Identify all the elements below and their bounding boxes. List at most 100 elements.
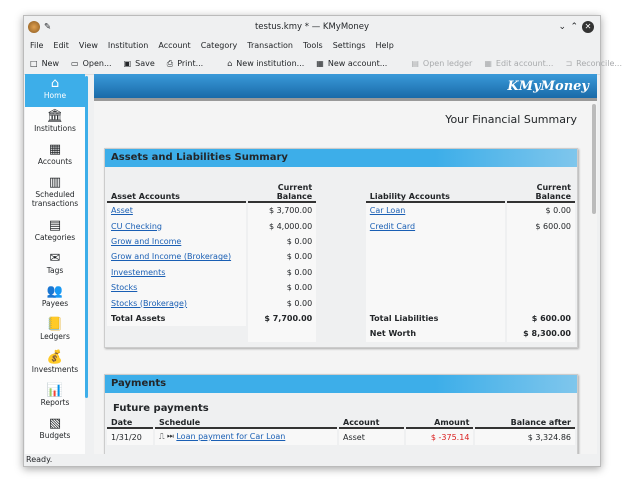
maximize-button[interactable]: ⌃ — [570, 22, 578, 32]
payment-row: 1/31/20 ⎍ ⏭ Loan payment for Car Loan As… — [107, 429, 575, 445]
open-ledger-button[interactable]: ▤ Open ledger — [411, 59, 472, 68]
save-icon: ▣ — [123, 59, 132, 68]
liability-balance-header: Current Balance — [506, 179, 575, 203]
open-button[interactable]: ▭ Open... — [71, 59, 112, 68]
toolbar-label: Print... — [177, 59, 204, 68]
accounts-icon: ▦ — [48, 142, 62, 157]
summary-title: Assets and Liabilities Summary — [105, 149, 577, 167]
sidebar-item-institutions[interactable]: 🏛 Institutions — [25, 107, 85, 140]
menu-tools[interactable]: Tools — [303, 41, 323, 50]
sidebar-item-label: Reports — [40, 398, 70, 407]
total-assets: $ 7,700.00 — [247, 310, 317, 327]
sidebar-item-label: Institutions — [34, 124, 76, 133]
sidebar-item-categories[interactable]: ▤ Categories — [25, 216, 85, 249]
new-account-button[interactable]: ▦ New account... — [316, 59, 387, 68]
close-button[interactable]: ✕ — [582, 21, 594, 33]
liability-balance: $ 600.00 — [506, 218, 575, 234]
liability-account-link[interactable]: Credit Card — [369, 221, 416, 231]
sidebar-item-accounts[interactable]: ▦ Accounts — [25, 140, 85, 173]
menu-account[interactable]: Account — [158, 41, 191, 50]
app-icon — [28, 21, 40, 33]
pin-icon[interactable]: ✎ — [44, 22, 52, 32]
sidebar-item-home[interactable]: ⌂ Home — [25, 74, 85, 107]
sidebar-item-scheduled-transactions[interactable]: ▥ Scheduled transactions — [25, 173, 85, 216]
asset-account-link[interactable]: Asset — [111, 206, 133, 216]
payment-account: Asset — [339, 429, 404, 445]
toolbar-label: Open... — [82, 59, 112, 68]
print-button[interactable]: ⎙ Print... — [167, 59, 203, 69]
payees-icon: 👥 — [46, 284, 64, 299]
liability-accounts-header: Liability Accounts — [365, 179, 505, 203]
asset-balance: $ 0.00 — [247, 279, 317, 296]
new-institution-button[interactable]: ⌂ New institution... — [227, 59, 304, 68]
asset-balance-header: Current Balance — [247, 179, 317, 203]
asset-account-link[interactable]: Grow and Income (Brokerage) — [111, 252, 232, 262]
toolbar-label: Reconcile... — [576, 59, 623, 68]
asset-balance: $ 0.00 — [247, 295, 317, 311]
net-worth-value: $ 8,300.00 — [506, 326, 575, 342]
menu-settings[interactable]: Settings — [332, 41, 366, 50]
reconcile-button[interactable]: ⊐ Reconcile... — [565, 59, 622, 68]
sidebar-scrollbar[interactable] — [85, 76, 88, 398]
sidebar-item-reports[interactable]: 📊 Reports — [25, 381, 85, 414]
summary-row: Investements $ 0.00 — [107, 264, 575, 280]
menu-view[interactable]: View — [78, 41, 98, 50]
asset-accounts-header: Asset Accounts — [107, 179, 246, 203]
summary-table: Asset Accounts Current Balance Liability… — [105, 179, 577, 342]
totals-row: Total Assets $ 7,700.00 Total Liabilities $… — [107, 310, 575, 327]
summary-row: Grow and Income $ 0.00 — [107, 233, 575, 250]
assets-liabilities-summary: Assets and Liabilities Summary Asset Acc… — [104, 148, 578, 348]
liability-account-link[interactable]: Car Loan — [369, 206, 406, 216]
menu-file[interactable]: File — [30, 41, 44, 50]
print-icon: ⎙ — [166, 58, 174, 68]
sidebar-item-tags[interactable]: ✉ Tags — [25, 249, 85, 282]
content-scrollbar[interactable] — [591, 104, 597, 450]
sidebar-item-payees[interactable]: 👥 Payees — [25, 282, 85, 315]
menu-transaction[interactable]: Transaction — [247, 41, 293, 50]
open-icon: ▭ — [71, 59, 79, 68]
asset-balance: $ 0.00 — [247, 264, 317, 280]
sidebar-item-budgets[interactable]: ▧ Budgets — [25, 414, 85, 447]
tags-icon: ✉ — [49, 251, 61, 266]
col-schedule: Schedule — [155, 414, 337, 430]
toolbar-label: Open ledger — [422, 59, 473, 68]
new-button[interactable]: □ New — [30, 59, 59, 68]
menu-help[interactable]: Help — [375, 41, 394, 50]
total-liabilities: $ 600.00 — [506, 310, 575, 327]
menu-edit[interactable]: Edit — [53, 41, 69, 50]
new-icon: □ — [30, 59, 38, 68]
reconcile-icon: ⊐ — [565, 59, 573, 68]
net-worth-label: Net Worth — [365, 326, 505, 342]
page-title: Your Financial Summary — [445, 113, 577, 126]
schedule-link[interactable]: Loan payment for Car Loan — [176, 432, 286, 442]
menu-institution[interactable]: Institution — [107, 41, 149, 50]
home-icon: ⌂ — [50, 76, 60, 91]
home-view: KMyMoney Your Financial Summary Assets a… — [94, 74, 597, 454]
sidebar-item-label: Categories — [34, 233, 76, 242]
col-date: Date — [107, 414, 153, 430]
asset-account-link[interactable]: Grow and Income — [111, 236, 182, 246]
title-bar: ✎ testus.kmy * — KMyMoney ⌄ ⌃ ✕ — [24, 16, 600, 38]
payment-amount: $ -375.14 — [405, 429, 474, 445]
asset-account-link[interactable]: Stocks — [111, 283, 138, 293]
save-button[interactable]: ▣ Save — [124, 59, 155, 68]
investments-icon: 💰 — [46, 350, 64, 365]
asset-account-link[interactable]: CU Checking — [111, 221, 162, 231]
kmymoney-logo: KMyMoney — [507, 79, 589, 94]
sidebar-item-label: Accounts — [37, 157, 73, 166]
sidebar-item-ledgers[interactable]: 📒 Ledgers — [25, 315, 85, 348]
asset-balance: $ 0.00 — [247, 233, 317, 250]
sidebar-item-label: Investments — [31, 365, 79, 374]
sidebar-item-label: Ledgers — [40, 332, 70, 341]
payments-title: Payments — [105, 375, 577, 393]
summary-row: Asset $ 3,700.00 Car Loan $ 0.00 — [107, 203, 575, 219]
sidebar-item-investments[interactable]: 💰 Investments — [25, 348, 85, 381]
payments-table: Date Schedule Account Amount Balance aft… — [105, 414, 577, 445]
toolbar-label: New institution... — [236, 59, 305, 68]
window-title: testus.kmy * — KMyMoney — [254, 22, 370, 32]
asset-account-link[interactable]: Investements — [111, 267, 166, 277]
menu-category[interactable]: Category — [200, 41, 238, 50]
edit-account-button[interactable]: ▦ Edit account... — [484, 59, 553, 68]
asset-account-link[interactable]: Stocks (Brokerage) — [111, 298, 188, 308]
minimize-button[interactable]: ⌄ — [558, 22, 566, 32]
